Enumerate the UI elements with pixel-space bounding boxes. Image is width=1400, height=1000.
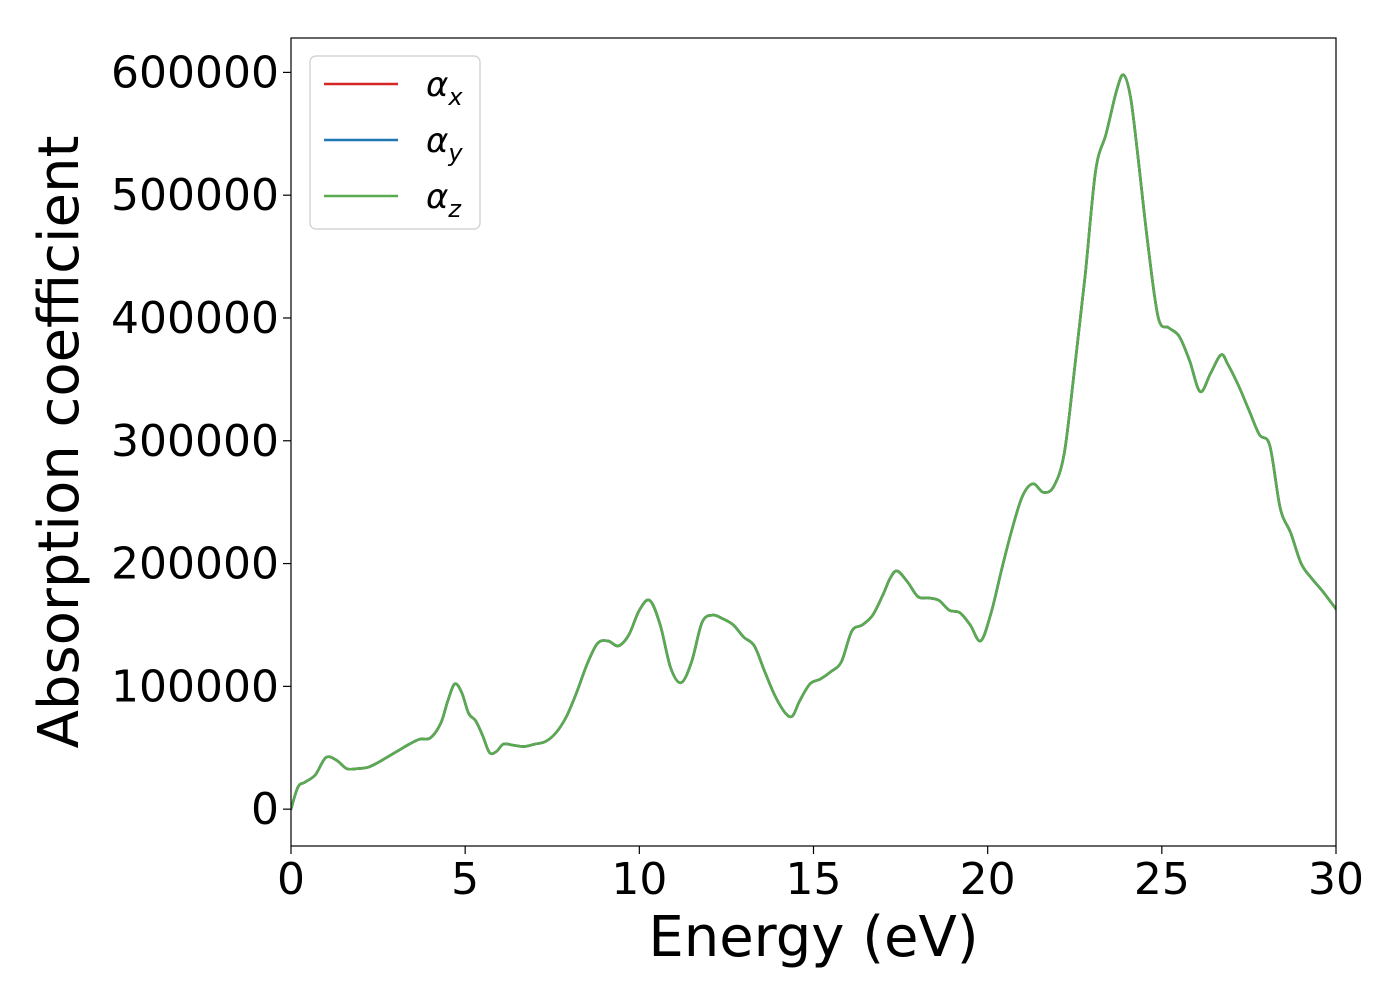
y-tick-label: 100000 [111, 661, 279, 712]
legend-box [309, 55, 481, 230]
x-axis-label: Energy (eV) [648, 905, 978, 970]
legend-label-y: αy [426, 121, 463, 167]
series-line-z [291, 73, 1336, 811]
x-tick-label: 10 [611, 854, 667, 905]
y-axis-ticks: 0 100000 200000 300000 400000 500000 600000 [111, 47, 291, 835]
x-tick-label: 5 [451, 854, 479, 905]
y-tick-label: 400000 [111, 293, 279, 344]
legend-label-z: αz [426, 177, 462, 223]
legend-label-x: αx [426, 65, 463, 111]
x-tick-label: 30 [1308, 854, 1364, 905]
y-tick-label: 300000 [111, 416, 279, 467]
x-tick-label: 20 [960, 854, 1016, 905]
y-tick-label: 200000 [111, 539, 279, 590]
x-tick-label: 25 [1134, 854, 1190, 905]
x-axis-ticks: 0 5 10 15 20 25 30 [277, 846, 1364, 905]
y-tick-label: 0 [251, 784, 279, 835]
legend: αx αy αz [309, 55, 481, 230]
y-axis-label: Absorption coefficient [27, 136, 92, 749]
x-tick-label: 15 [786, 854, 842, 905]
y-tick-label: 500000 [111, 170, 279, 221]
y-tick-label: 600000 [111, 47, 279, 98]
series-layer [291, 73, 1336, 811]
x-tick-label: 0 [277, 854, 305, 905]
